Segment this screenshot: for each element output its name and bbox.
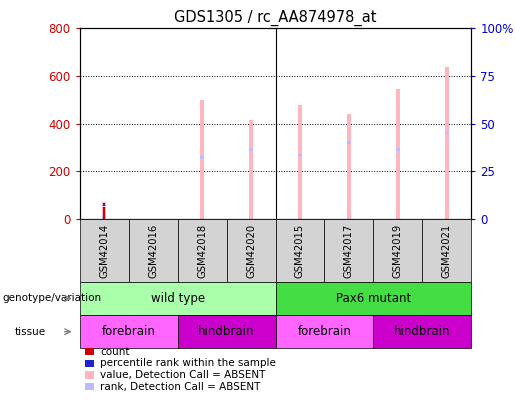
Text: hindbrain: hindbrain bbox=[198, 325, 255, 338]
Bar bbox=[85, 348, 94, 355]
Text: forebrain: forebrain bbox=[102, 325, 156, 338]
Bar bbox=[298, 153, 302, 156]
Bar bbox=[276, 219, 324, 282]
Text: rank, Detection Call = ABSENT: rank, Detection Call = ABSENT bbox=[100, 382, 261, 392]
Bar bbox=[249, 148, 253, 151]
Bar bbox=[178, 219, 227, 282]
Text: percentile rank within the sample: percentile rank within the sample bbox=[100, 358, 277, 368]
Text: GSM42014: GSM42014 bbox=[99, 224, 109, 277]
Bar bbox=[85, 360, 94, 367]
Bar bbox=[103, 207, 106, 219]
Text: GSM42017: GSM42017 bbox=[344, 224, 354, 277]
Bar bbox=[276, 282, 471, 315]
Bar bbox=[324, 219, 373, 282]
Bar bbox=[347, 141, 351, 144]
Bar bbox=[298, 105, 302, 219]
Text: tissue: tissue bbox=[14, 327, 45, 337]
Bar bbox=[129, 219, 178, 282]
Text: GSM42019: GSM42019 bbox=[393, 224, 403, 277]
Bar bbox=[200, 156, 204, 159]
Bar bbox=[178, 315, 276, 348]
Bar bbox=[347, 114, 351, 219]
Text: wild type: wild type bbox=[150, 292, 205, 305]
Bar bbox=[396, 148, 400, 151]
Text: GSM42015: GSM42015 bbox=[295, 224, 305, 277]
Bar bbox=[276, 315, 373, 348]
Bar bbox=[227, 219, 276, 282]
Bar bbox=[445, 66, 449, 219]
Bar bbox=[103, 203, 106, 206]
Text: GSM42021: GSM42021 bbox=[442, 224, 452, 277]
Bar bbox=[396, 89, 400, 219]
Bar bbox=[445, 132, 449, 134]
Bar bbox=[422, 219, 471, 282]
Text: value, Detection Call = ABSENT: value, Detection Call = ABSENT bbox=[100, 370, 266, 380]
Text: GSM42020: GSM42020 bbox=[246, 224, 256, 277]
Text: genotype/variation: genotype/variation bbox=[3, 294, 101, 303]
Text: Pax6 mutant: Pax6 mutant bbox=[336, 292, 411, 305]
Bar bbox=[85, 383, 94, 390]
Text: GSM42018: GSM42018 bbox=[197, 224, 207, 277]
Bar bbox=[80, 219, 129, 282]
Bar bbox=[200, 100, 204, 219]
Bar bbox=[80, 282, 276, 315]
Text: count: count bbox=[100, 347, 130, 356]
Bar bbox=[80, 315, 178, 348]
Title: GDS1305 / rc_AA874978_at: GDS1305 / rc_AA874978_at bbox=[174, 9, 377, 26]
Bar bbox=[102, 202, 106, 219]
Bar bbox=[249, 120, 253, 219]
Bar bbox=[373, 315, 471, 348]
Bar bbox=[85, 371, 94, 379]
Bar bbox=[102, 216, 106, 219]
Text: hindbrain: hindbrain bbox=[394, 325, 451, 338]
Text: forebrain: forebrain bbox=[298, 325, 351, 338]
Text: GSM42016: GSM42016 bbox=[148, 224, 158, 277]
Bar bbox=[373, 219, 422, 282]
